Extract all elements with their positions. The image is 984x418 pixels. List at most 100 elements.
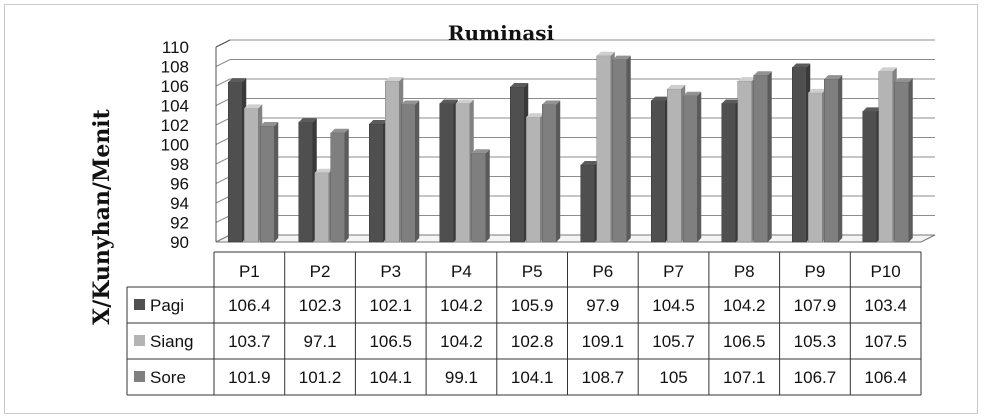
y-tick-label: 106 xyxy=(161,77,189,96)
bar-front xyxy=(244,108,259,243)
bar-top xyxy=(228,78,247,83)
bar-siang-p5 xyxy=(526,113,545,243)
bar-top xyxy=(369,120,388,125)
bar-front xyxy=(862,111,877,243)
y-tick-label: 100 xyxy=(161,136,189,155)
bar-sore-p7 xyxy=(683,91,702,243)
bar-top xyxy=(244,104,263,109)
bar-sore-p4 xyxy=(471,149,490,243)
data-label: 106.4 xyxy=(864,368,907,387)
bar-sore-p2 xyxy=(330,128,349,243)
y-tick-label: 90 xyxy=(170,233,189,252)
y-tick-label: 104 xyxy=(161,97,189,116)
bar-siang-p4 xyxy=(455,99,474,243)
legend-swatch xyxy=(134,299,145,310)
bar-side xyxy=(344,128,349,242)
bar-sore-p8 xyxy=(753,71,772,243)
bar-front xyxy=(596,55,611,243)
bar-front xyxy=(792,67,807,243)
bar-top xyxy=(439,99,458,104)
bar-front xyxy=(683,95,698,243)
bar-front xyxy=(439,103,454,243)
data-label: 105.9 xyxy=(511,296,554,315)
bar-siang-p3 xyxy=(385,77,404,243)
bar-front xyxy=(542,104,557,243)
bar-pagi-p6 xyxy=(580,160,599,243)
bar-top xyxy=(385,77,404,82)
y-tick-label: 108 xyxy=(161,58,189,77)
data-label: 101.2 xyxy=(299,368,342,387)
bar-sore-p10 xyxy=(894,78,913,243)
bar-top xyxy=(651,96,670,101)
bar-front xyxy=(471,153,486,243)
bar-front xyxy=(612,59,627,243)
axis-depth-line xyxy=(215,39,231,48)
bar-pagi-p3 xyxy=(369,120,388,243)
bar-top xyxy=(683,91,702,96)
bar-top xyxy=(792,63,811,68)
data-label: 104.1 xyxy=(369,368,412,387)
bar-front xyxy=(721,103,736,243)
bar-front xyxy=(385,80,400,243)
bar-front xyxy=(737,80,752,243)
data-label: 97.9 xyxy=(586,296,619,315)
category-label: P9 xyxy=(805,262,826,281)
legend-swatch xyxy=(134,371,145,382)
y-tick-label: 102 xyxy=(161,116,189,135)
bars xyxy=(228,51,913,243)
data-label: 106.5 xyxy=(369,332,412,351)
bar-side xyxy=(626,55,631,242)
bar-pagi-p5 xyxy=(510,82,529,243)
legend-swatch xyxy=(134,335,145,346)
y-tick-label: 98 xyxy=(170,155,189,174)
bar-pagi-p8 xyxy=(721,99,740,243)
chart-frame: 90 92 94 96 98 100 102 104 106 108 110 P1 P2 P3 P4 P5 P… xyxy=(4,4,978,414)
data-table: P1 P2 P3 P4 P5 P6 P7 P8 P9 P10 Pagi 106.4 102.3 102.1… xyxy=(126,251,922,396)
bar-top xyxy=(862,107,881,112)
bar-pagi-p7 xyxy=(651,96,670,243)
legend-label: Siang xyxy=(150,332,193,351)
data-label: 107.1 xyxy=(723,368,766,387)
bar-pagi-p9 xyxy=(792,63,811,243)
category-label: P5 xyxy=(522,262,543,281)
category-label: P2 xyxy=(310,262,331,281)
bar-siang-p7 xyxy=(667,84,686,243)
bar-side xyxy=(697,91,702,242)
data-label: 102.8 xyxy=(511,332,554,351)
category-label: P6 xyxy=(592,262,613,281)
bar-front xyxy=(526,116,541,243)
y-tick-label: 94 xyxy=(170,194,189,213)
data-label: 101.9 xyxy=(228,368,271,387)
bar-top xyxy=(526,113,545,118)
bar-sore-p3 xyxy=(401,100,420,243)
bar-top xyxy=(878,67,897,72)
bar-front xyxy=(878,71,893,243)
data-label: 105.7 xyxy=(652,332,695,351)
data-label: 103.4 xyxy=(864,296,907,315)
gridline xyxy=(215,59,935,67)
category-label: P3 xyxy=(380,262,401,281)
bar-pagi-p10 xyxy=(862,107,881,243)
category-label: P7 xyxy=(663,262,684,281)
bar-siang-p10 xyxy=(878,67,897,243)
bar-pagi-p1 xyxy=(228,78,247,243)
data-label: 106.7 xyxy=(794,368,837,387)
data-label: 108.7 xyxy=(582,368,625,387)
y-tick-label: 92 xyxy=(170,214,189,233)
data-label: 109.1 xyxy=(582,332,625,351)
bar-front xyxy=(510,86,525,243)
bar-side xyxy=(908,78,913,242)
bar-sore-p1 xyxy=(260,121,279,243)
bar-top xyxy=(596,51,615,56)
bar-top xyxy=(612,55,631,60)
bar-front xyxy=(330,132,345,243)
bar-top xyxy=(260,121,279,126)
bar-sore-p9 xyxy=(824,75,843,243)
bar-top xyxy=(894,78,913,83)
bar-front xyxy=(824,78,839,243)
bar-top xyxy=(737,77,756,82)
gridline xyxy=(215,78,935,87)
bar-side xyxy=(274,121,279,242)
data-label: 107.9 xyxy=(794,296,837,315)
